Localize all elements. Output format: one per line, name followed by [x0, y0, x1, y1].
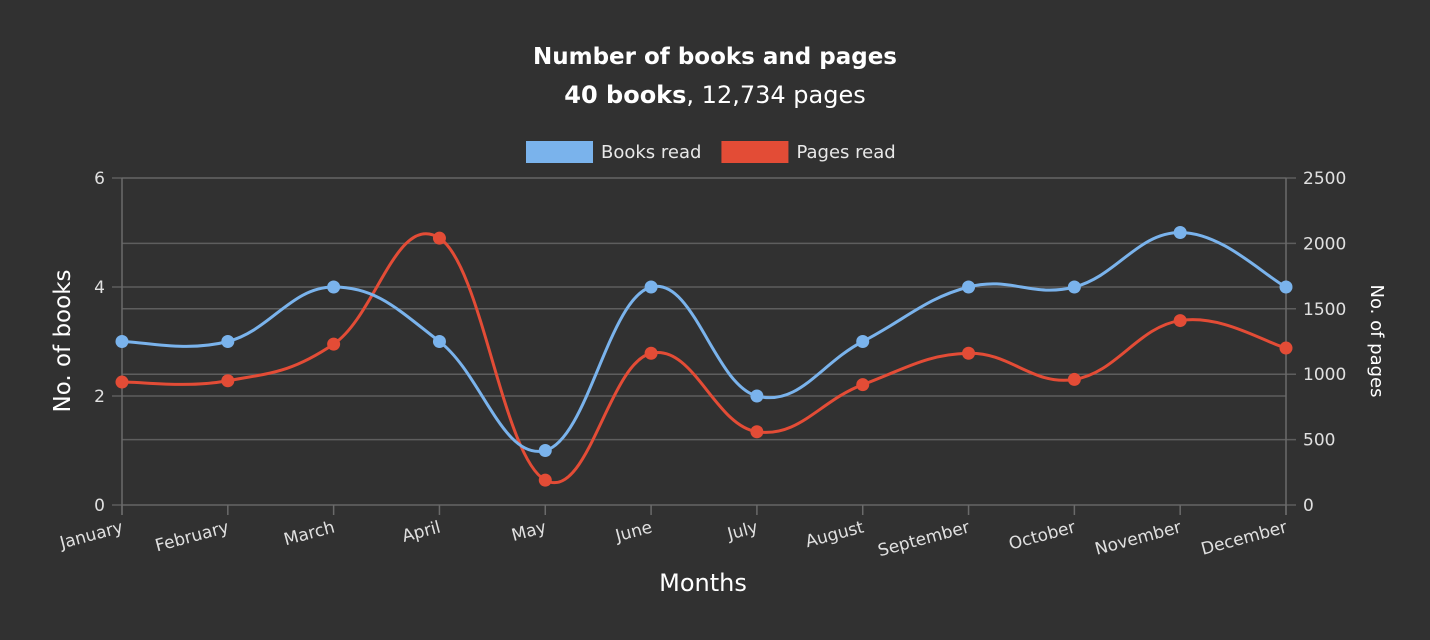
series-line	[121, 230, 1287, 453]
x-tick-label-may: May	[509, 518, 548, 546]
x-tick-label-june: June	[612, 518, 654, 547]
data-point-february[interactable]	[221, 374, 235, 388]
data-point-november[interactable]	[1173, 226, 1187, 239]
data-point-may[interactable]	[538, 473, 552, 487]
x-tick-label-april: April	[400, 518, 443, 547]
gridlines	[112, 177, 1296, 506]
y-left-tick-label: 4	[94, 278, 105, 298]
data-point-october[interactable]	[1067, 280, 1081, 294]
legend-label-1: Pages read	[796, 142, 895, 163]
legend-swatch-1	[721, 141, 789, 163]
y-right-tick-label: 0	[1303, 496, 1314, 516]
x-tick-label-september: September	[876, 518, 972, 562]
data-point-march[interactable]	[327, 337, 341, 351]
data-point-december[interactable]	[1279, 341, 1293, 355]
series-pages-read	[115, 231, 1293, 487]
y-right-tick-label: 2000	[1303, 234, 1346, 254]
x-tick-label-march: March	[282, 518, 337, 551]
x-tick-label-july: July	[725, 518, 761, 545]
data-point-august[interactable]	[856, 378, 870, 392]
series-books-read	[115, 226, 1293, 457]
data-point-april[interactable]	[432, 231, 446, 245]
data-point-june[interactable]	[644, 280, 658, 294]
data-point-may[interactable]	[538, 444, 552, 457]
data-point-july[interactable]	[750, 389, 764, 403]
legend-swatch-0	[526, 141, 593, 163]
x-axis-title: Months	[659, 569, 747, 597]
y-left-tick-label: 2	[94, 387, 105, 407]
series-line	[121, 232, 1287, 485]
data-point-january[interactable]	[115, 335, 129, 348]
chart-title: Number of books and pages	[533, 44, 897, 70]
y-right-tick-label: 500	[1303, 431, 1335, 451]
legend: Books read Pages read	[526, 141, 896, 163]
x-tick-label-august: August	[803, 517, 866, 552]
series-layer	[115, 226, 1293, 487]
x-tick-label-december: December	[1199, 518, 1289, 560]
y-right-tick-label: 1000	[1303, 365, 1346, 385]
data-point-april[interactable]	[432, 335, 446, 348]
data-point-september[interactable]	[962, 280, 976, 294]
data-point-august[interactable]	[856, 335, 870, 348]
legend-label-0: Books read	[601, 142, 701, 163]
chart-subtitle: 40 books, 12,734 pages	[564, 81, 865, 109]
data-point-january[interactable]	[115, 375, 129, 389]
y-right-tick-label: 2500	[1303, 169, 1346, 189]
x-tick-label-october: October	[1007, 518, 1078, 555]
data-point-december[interactable]	[1279, 280, 1293, 294]
data-point-june[interactable]	[644, 346, 658, 360]
x-tick-label-november: November	[1093, 518, 1184, 560]
y-left-tick-label: 6	[94, 169, 105, 189]
subtitle-pages: , 12,734 pages	[686, 81, 865, 109]
y-axis-left-title: No. of books	[50, 269, 76, 412]
data-point-july[interactable]	[750, 425, 764, 439]
data-point-october[interactable]	[1067, 372, 1081, 386]
data-point-september[interactable]	[962, 346, 976, 360]
axes: 0 2 4 6 0 500 1000 1500 2000 2500 January February M…	[57, 169, 1346, 561]
x-tick-label-february: February	[153, 518, 231, 557]
y-left-tick-label: 0	[94, 496, 105, 516]
subtitle-books: 40 books	[564, 81, 686, 109]
y-right-tick-label: 1500	[1303, 300, 1346, 320]
data-point-february[interactable]	[221, 335, 235, 348]
x-tick-label-january: January	[57, 518, 125, 554]
data-point-march[interactable]	[327, 280, 341, 294]
data-point-november[interactable]	[1173, 314, 1187, 328]
y-axis-right-title: No. of pages	[1366, 284, 1387, 397]
